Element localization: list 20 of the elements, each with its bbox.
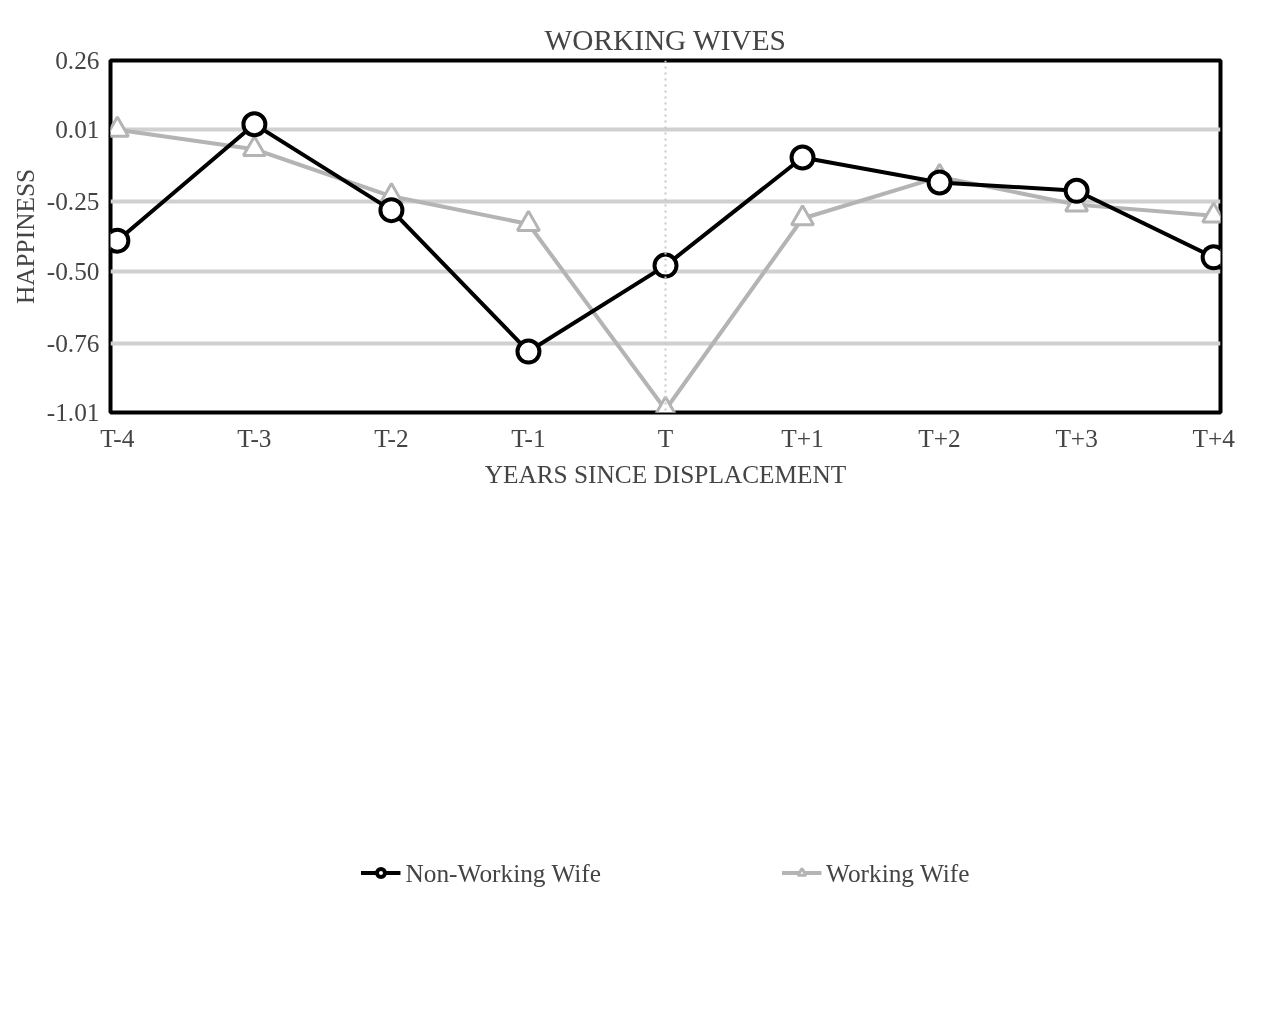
y-tick-label: 0.26 <box>55 46 100 74</box>
y-axis-title: HAPPINESS <box>10 168 39 305</box>
y-tick-label: 0.01 <box>55 115 100 144</box>
x-tick-label: T-4 <box>100 423 135 452</box>
legend-label: Working Wife <box>826 858 970 888</box>
chart-title: WORKING WIVES <box>544 23 786 56</box>
x-tick-label: T <box>657 423 674 452</box>
x-tick-label: T+1 <box>781 423 824 452</box>
x-axis-title: YEARS SINCE DISPLACEMENT <box>484 459 847 488</box>
x-tick-label: T+3 <box>1055 423 1098 452</box>
x-tick-label: T-1 <box>511 423 546 452</box>
y-tick-label: -0.76 <box>46 328 100 357</box>
y-tick-label: -0.50 <box>46 256 100 285</box>
y-tick-label: -0.25 <box>46 187 100 216</box>
x-tick-label: T+2 <box>918 423 961 452</box>
y-tick-label: -1.01 <box>46 398 100 426</box>
x-tick-label: T+4 <box>1192 423 1236 452</box>
legend-label: Non-Working Wife <box>405 858 602 888</box>
x-tick-label: T-3 <box>237 423 272 452</box>
x-tick-label: T-2 <box>374 423 409 452</box>
